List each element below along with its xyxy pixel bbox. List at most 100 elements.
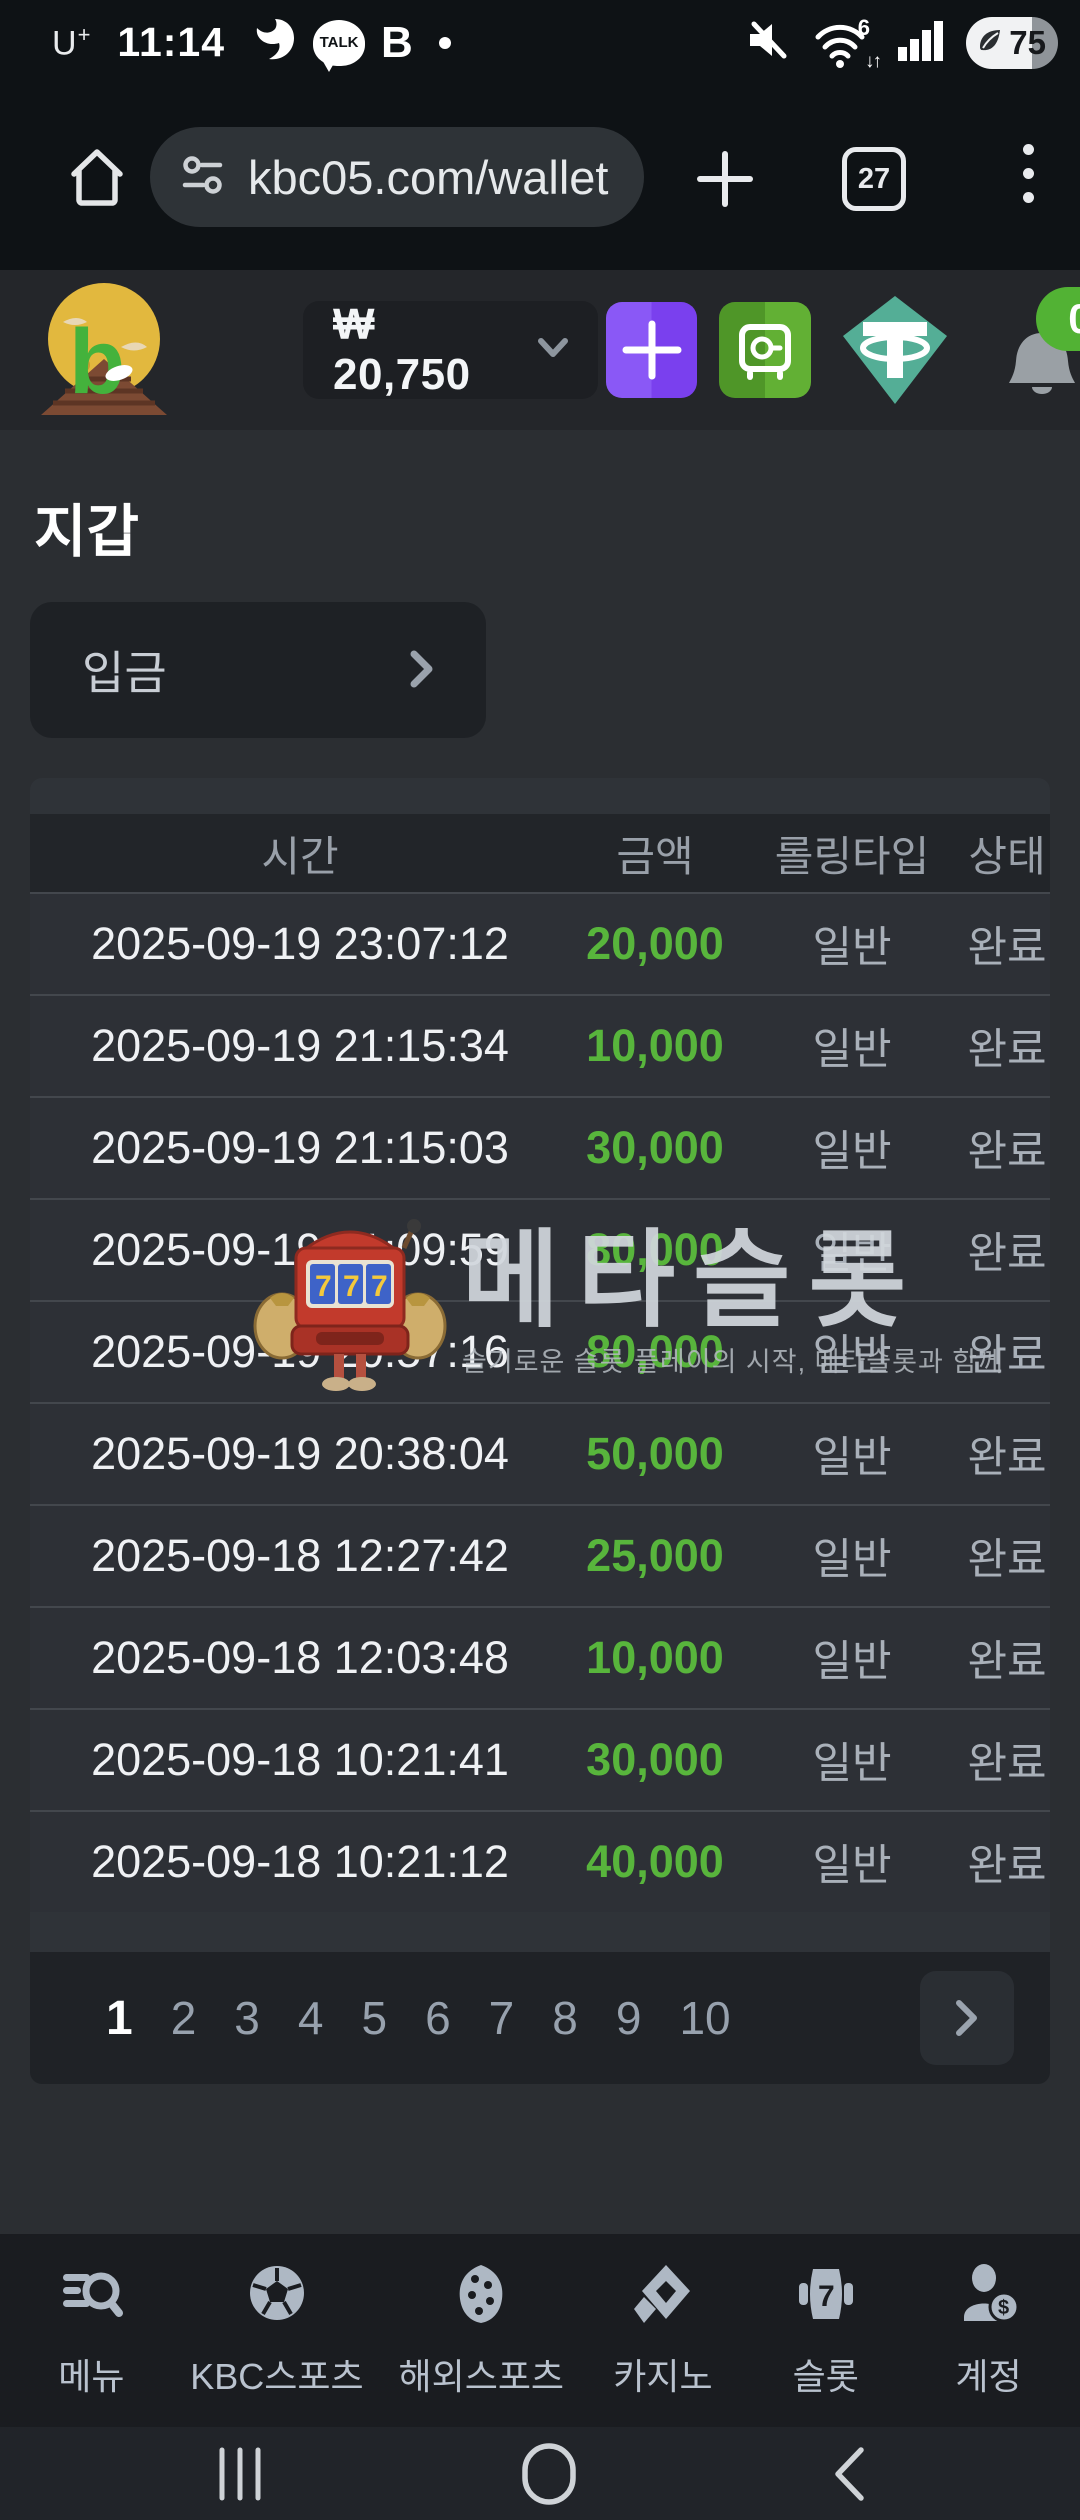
status-clock: 11:14 xyxy=(117,19,226,65)
table-row: 2025-09-18 10:21:12 40,000 일반 완료 xyxy=(30,1810,1050,1912)
table-top-strip xyxy=(30,778,1050,814)
android-nav-bar xyxy=(0,2427,1080,2520)
cell-status: 완료 xyxy=(967,924,1047,972)
vault-button[interactable] xyxy=(719,302,811,398)
page-button[interactable]: 10 xyxy=(665,1991,744,2045)
deposit-label: 입금 xyxy=(82,647,167,699)
cell-rolling-type: 일반 xyxy=(812,1536,892,1584)
status-right-cluster: 6 ↓↑ 75 xyxy=(744,15,1058,72)
chevron-right-icon xyxy=(410,650,434,691)
cell-rolling-type: 일반 xyxy=(812,1332,892,1380)
cell-status: 완료 xyxy=(967,1332,1047,1380)
nav-menu[interactable]: 메뉴 xyxy=(21,2260,161,2401)
browser-toolbar: kbc05.com/wallet 27 xyxy=(0,85,1080,270)
cell-amount: 30,000 xyxy=(586,1122,724,1173)
page-button[interactable]: 8 xyxy=(538,1991,592,2045)
balance-dropdown[interactable]: ₩ 20,750 xyxy=(303,300,598,399)
power-saving-leaf-icon xyxy=(975,25,1005,60)
cell-status: 완료 xyxy=(967,1230,1047,1278)
page-title: 지갑 xyxy=(34,500,139,564)
cell-rolling-type: 일반 xyxy=(812,1638,892,1686)
cell-status: 완료 xyxy=(967,1536,1047,1584)
url-bar[interactable]: kbc05.com/wallet xyxy=(150,127,644,227)
cell-status: 완료 xyxy=(967,1434,1047,1482)
page-button[interactable]: 4 xyxy=(284,1991,338,2045)
tab-switcher-button[interactable]: 27 xyxy=(842,147,906,211)
deposit-button[interactable]: 입금 xyxy=(30,602,486,738)
cell-amount: 20,000 xyxy=(586,918,724,969)
site-logo[interactable]: b xyxy=(33,277,175,424)
notifications-bell[interactable]: 0 xyxy=(999,285,1080,415)
cell-time: 2025-09-18 12:27:42 xyxy=(91,1530,509,1581)
transactions-table: 시간 금액 롤링타입 상태 2025-09-19 23:07:12 20,000… xyxy=(30,778,1050,2084)
header-amount: 금액 xyxy=(616,832,694,880)
cell-time: 2025-09-18 10:21:41 xyxy=(91,1734,509,1785)
table-row: 2025-09-19 21:15:34 10,000 일반 완료 xyxy=(30,994,1050,1096)
cell-time: 2025-09-18 10:21:12 xyxy=(91,1836,509,1887)
soccer-ball-icon xyxy=(244,2261,310,2336)
add-funds-button[interactable] xyxy=(605,302,698,398)
page-button[interactable]: 1 xyxy=(92,1991,147,2046)
site-header: b ₩ 20,750 xyxy=(0,270,1080,430)
tether-button[interactable] xyxy=(835,292,955,408)
cell-status: 완료 xyxy=(967,1026,1047,1074)
page-button[interactable]: 6 xyxy=(411,1991,465,2045)
cell-time: 2025-09-19 21:15:03 xyxy=(91,1122,509,1173)
nav-account[interactable]: $ 계정 xyxy=(919,2260,1059,2401)
wifi-icon: 6 ↓↑ xyxy=(812,15,882,72)
page-buttons: 1 2 3 4 5 6 7 8 xyxy=(92,1991,745,2046)
nav-casino[interactable]: 카지노 xyxy=(593,2260,733,2401)
table-row: 2025-09-19 20:57:16 80,000 일반 완료 xyxy=(30,1300,1050,1402)
home-button[interactable] xyxy=(58,143,136,214)
signal-strength-icon xyxy=(896,15,946,70)
site-settings-icon[interactable] xyxy=(180,152,226,203)
cell-time: 2025-09-19 23:07:12 xyxy=(91,918,509,969)
cell-amount: 50,000 xyxy=(586,1428,724,1479)
b-app-icon: B xyxy=(381,17,413,67)
table-bottom-strip xyxy=(30,1912,1050,1952)
cell-rolling-type: 일반 xyxy=(812,1740,892,1788)
page-button[interactable]: 5 xyxy=(347,1991,401,2045)
page-button[interactable]: 3 xyxy=(220,1991,274,2045)
bottom-navigation: 메뉴 KBC스포츠 xyxy=(0,2234,1080,2427)
table-row: 2025-09-18 10:21:41 30,000 일반 완료 xyxy=(30,1708,1050,1810)
cell-time: 2025-09-19 20:57:16 xyxy=(91,1326,509,1377)
back-button[interactable] xyxy=(826,2444,872,2504)
cell-status: 완료 xyxy=(967,1740,1047,1788)
nav-slots[interactable]: 7 슬롯 xyxy=(756,2260,896,2401)
cell-amount: 10,000 xyxy=(586,1632,724,1683)
svg-text:$: $ xyxy=(998,2297,1009,2319)
nav-kbc-sports[interactable]: KBC스포츠 xyxy=(184,2260,369,2401)
cell-amount: 80,000 xyxy=(586,1326,724,1377)
battery-indicator: 75 xyxy=(966,16,1058,69)
wallet-page: 지갑 입금 시간 금액 롤링타입 상태 2025-09-19 23:07:12 … xyxy=(0,486,1080,2084)
notification-icons: TALK B xyxy=(251,17,451,72)
cell-amount: 10,000 xyxy=(586,1020,724,1071)
svg-text:7: 7 xyxy=(818,2280,835,2313)
cell-time: 2025-09-19 21:15:34 xyxy=(91,1020,509,1071)
page-button[interactable]: 2 xyxy=(157,1991,211,2045)
recent-apps-button[interactable] xyxy=(208,2445,272,2503)
balance-amount: ₩ 20,750 xyxy=(333,300,471,399)
url-text: kbc05.com/wallet xyxy=(248,150,609,204)
android-status-bar: U+ 11:14 TALK B xyxy=(0,0,1080,85)
cell-rolling-type: 일반 xyxy=(812,1026,892,1074)
page-button[interactable]: 7 xyxy=(475,1991,529,2045)
carrier-label: U+ xyxy=(52,21,92,63)
more-notifications-dot xyxy=(438,36,451,49)
nav-overseas-sports[interactable]: 해외스포츠 xyxy=(392,2260,570,2401)
page-button[interactable]: 9 xyxy=(602,1991,656,2045)
new-tab-button[interactable] xyxy=(688,147,762,214)
home-nav-button[interactable] xyxy=(514,2440,584,2508)
cell-rolling-type: 일반 xyxy=(812,1128,892,1176)
header-status: 상태 xyxy=(968,832,1046,880)
next-page-button[interactable] xyxy=(920,1971,1014,2065)
mute-icon xyxy=(744,16,792,69)
cell-time: 2025-09-18 12:03:48 xyxy=(91,1632,509,1683)
table-row: 2025-09-19 20:38:04 50,000 일반 완료 xyxy=(30,1402,1050,1504)
dimpled-ball-icon xyxy=(448,2261,514,2336)
notification-badge: 0 xyxy=(1035,287,1080,351)
cell-amount: 80,000 xyxy=(586,1224,724,1275)
browser-menu-button[interactable] xyxy=(1017,143,1040,204)
